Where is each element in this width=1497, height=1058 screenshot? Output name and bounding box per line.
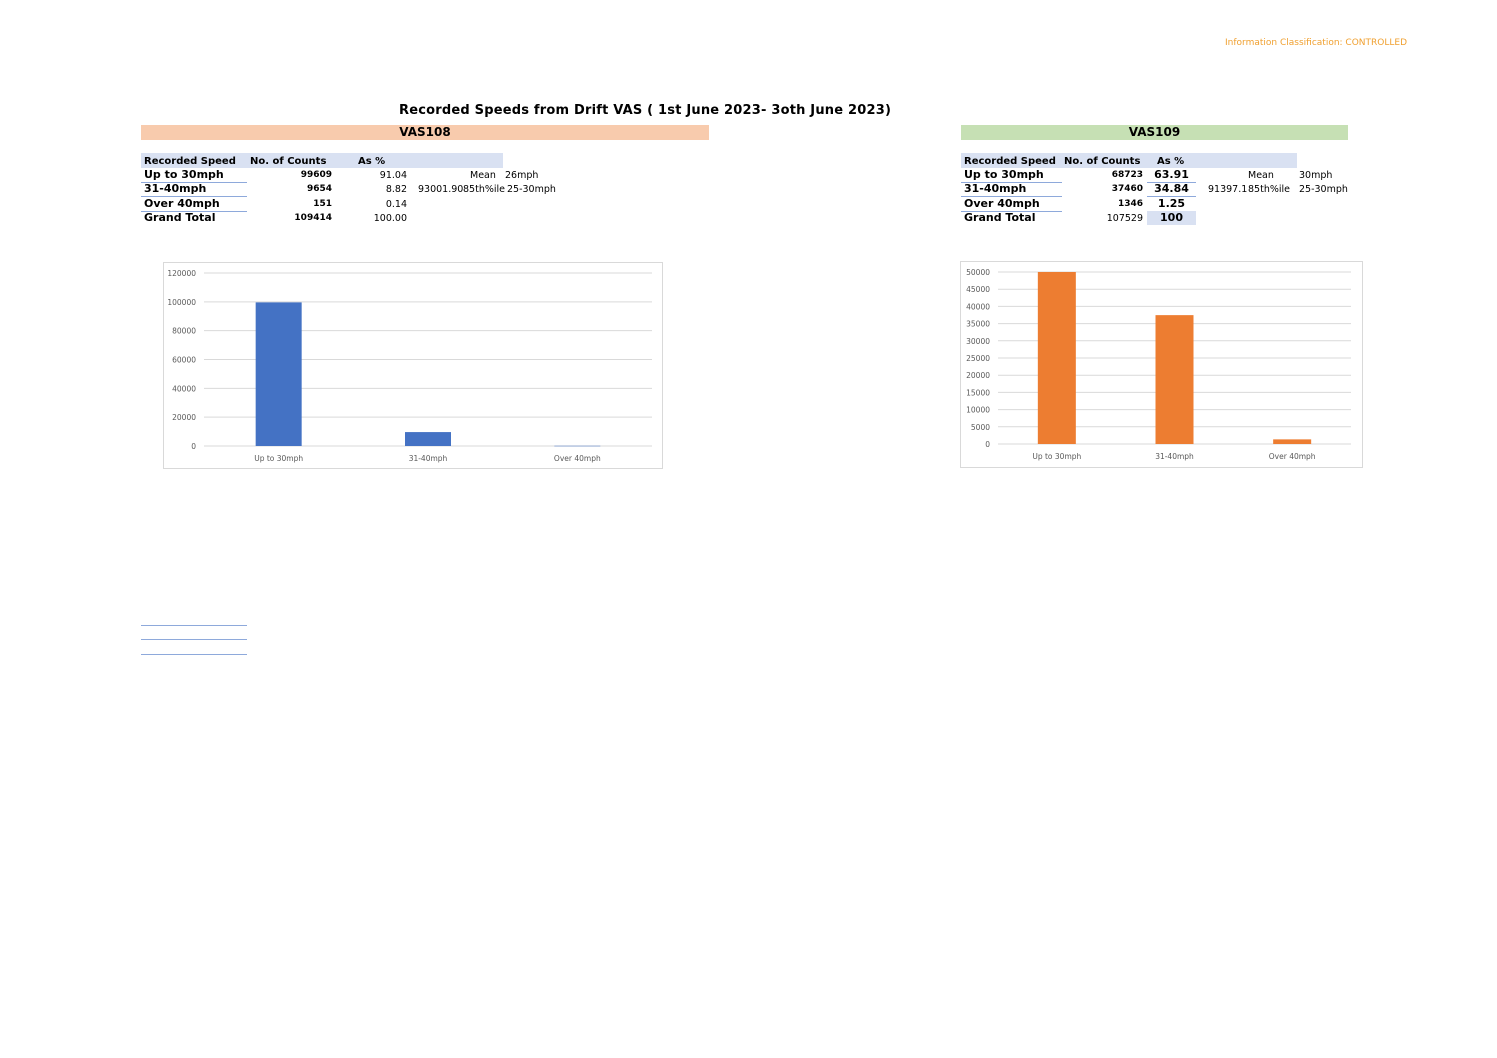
- y-tick-label: 25000: [966, 354, 990, 363]
- vas108-chart: 0 20000 40000 60000 80000 100000 120000 Up to 3…: [163, 262, 663, 469]
- row-divider: [961, 182, 1062, 183]
- y-tick-label: 20000: [172, 413, 196, 422]
- vas108-banner: VAS108: [141, 125, 709, 140]
- vas109-row-count: 1346: [1117, 199, 1143, 209]
- vas109-row-pct: 34.84: [1154, 182, 1189, 195]
- y-tick-label: 20000: [966, 371, 990, 380]
- classification-label: Information Classification: CONTROLLED: [1225, 38, 1407, 48]
- y-tick-label: 30000: [966, 337, 990, 346]
- vas108-total-label: Grand Total: [144, 211, 216, 224]
- row-divider: [961, 196, 1062, 197]
- bar: [405, 432, 451, 446]
- vas109-row-pct: 63.91: [1154, 168, 1189, 181]
- vas109-85th-range: 25-30mph: [1299, 184, 1348, 195]
- vas108-mean-label: Mean: [470, 170, 496, 181]
- bar: [1155, 315, 1194, 444]
- x-category-label: 31-40mph: [1155, 452, 1194, 461]
- y-tick-label: 120000: [167, 269, 196, 278]
- vas108-total-count: 109414: [294, 213, 332, 223]
- vas108-mean-value: 26mph: [505, 170, 539, 181]
- vas109-mean-value: 30mph: [1299, 170, 1333, 181]
- y-tick-label: 80000: [172, 327, 196, 336]
- row-divider: [141, 211, 247, 212]
- vas108-row-pct: 91.04: [379, 170, 407, 181]
- vas109-header-speed: Recorded Speed: [964, 156, 1056, 167]
- x-category-label: Over 40mph: [1269, 452, 1316, 461]
- empty-cell-underline: [141, 625, 247, 626]
- y-tick-label: 5000: [971, 423, 990, 432]
- vas109-85th-label: 85th%ile: [1248, 184, 1290, 195]
- bar: [1037, 272, 1076, 444]
- x-category-label: 31-40mph: [409, 454, 448, 463]
- bar: [255, 302, 302, 446]
- vas108-row-label: 31-40mph: [144, 182, 207, 195]
- vas109-mean-label: Mean: [1248, 170, 1274, 181]
- vas109-85th-value: 91397.1: [1208, 184, 1248, 195]
- y-tick-label: 0: [191, 442, 196, 451]
- y-tick-label: 10000: [966, 406, 990, 415]
- vas108-85th-value: 93001.90: [418, 184, 464, 195]
- y-tick-label: 60000: [172, 356, 196, 365]
- vas108-bar-chart: 0 20000 40000 60000 80000 100000 120000 Up to 3…: [167, 269, 652, 463]
- row-divider: [961, 211, 1062, 212]
- vas109-row-label: Over 40mph: [964, 197, 1040, 210]
- vas108-85th-range: 25-30mph: [507, 184, 556, 195]
- vas109-total-count: 107529: [1106, 213, 1143, 224]
- vas108-table-header: [141, 153, 503, 168]
- y-tick-label: 100000: [167, 298, 196, 307]
- y-tick-label: 40000: [966, 302, 990, 311]
- y-tick-label: 45000: [966, 285, 990, 294]
- y-tick-label: 50000: [966, 268, 990, 277]
- vas108-row-pct: 8.82: [385, 184, 407, 195]
- vas109-row-count: 37460: [1111, 184, 1143, 194]
- vas109-banner: VAS109: [961, 125, 1348, 140]
- row-divider: [1147, 196, 1196, 197]
- row-divider: [141, 196, 247, 197]
- y-tick-label: 0: [985, 440, 990, 449]
- vas108-row-label: Over 40mph: [144, 197, 220, 210]
- bar: [1273, 439, 1312, 444]
- vas109-header-pct: As %: [1157, 156, 1185, 167]
- y-tick-label: 15000: [966, 388, 990, 397]
- vas108-row-label: Up to 30mph: [144, 168, 224, 181]
- x-category-label: Up to 30mph: [254, 454, 303, 463]
- vas108-header-pct: As %: [358, 156, 386, 167]
- vas108-row-count: 99609: [300, 170, 332, 180]
- vas108-header-counts: No. of Counts: [250, 156, 327, 167]
- x-category-label: Up to 30mph: [1032, 452, 1081, 461]
- vas108-row-count: 9654: [306, 184, 332, 194]
- row-divider: [1147, 182, 1196, 183]
- bar: [554, 445, 601, 447]
- vas109-total-pct-cell: [1147, 211, 1196, 225]
- vas109-bar-chart: 0 5000 10000 15000 20000 25000 30000 35000 40000…: [966, 268, 1351, 461]
- vas109-chart: 0 5000 10000 15000 20000 25000 30000 35000 40000…: [960, 261, 1363, 468]
- row-divider: [141, 182, 247, 183]
- vas108-row-count: 151: [313, 199, 332, 209]
- vas108-total-pct: 100.00: [373, 213, 407, 224]
- empty-cell-underline: [141, 639, 247, 640]
- vas109-total-label: Grand Total: [964, 211, 1036, 224]
- vas108-row-pct: 0.14: [385, 199, 407, 210]
- y-tick-label: 35000: [966, 320, 990, 329]
- vas109-row-label: Up to 30mph: [964, 168, 1044, 181]
- vas109-row-pct: 1.25: [1157, 197, 1186, 210]
- y-tick-label: 40000: [172, 384, 196, 393]
- vas109-row-label: 31-40mph: [964, 182, 1027, 195]
- report-title: Recorded Speeds from Drift VAS ( 1st Jun…: [399, 103, 892, 118]
- empty-cell-underline: [141, 654, 247, 655]
- vas108-header-speed: Recorded Speed: [144, 156, 236, 167]
- x-category-label: Over 40mph: [554, 454, 601, 463]
- vas109-total-pct: 100: [1160, 211, 1183, 224]
- vas108-85th-label: 85th%ile: [463, 184, 505, 195]
- vas109-header-counts: No. of Counts: [1064, 156, 1141, 167]
- vas109-table-header: [961, 153, 1297, 168]
- vas109-row-count: 68723: [1111, 170, 1143, 180]
